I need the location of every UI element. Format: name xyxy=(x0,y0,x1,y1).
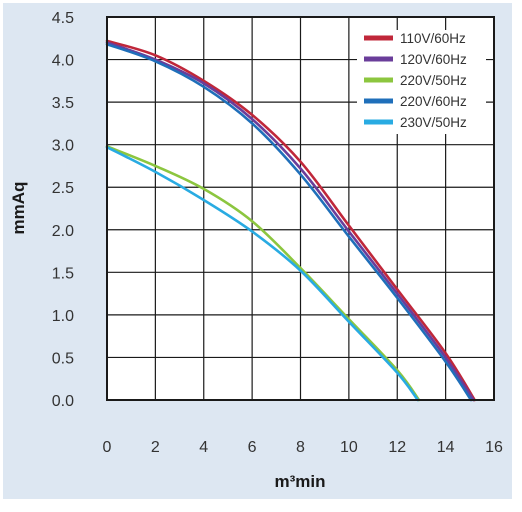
x-tick-label: 14 xyxy=(437,439,455,456)
series-lines xyxy=(105,39,476,402)
x-tick-label: 12 xyxy=(388,439,406,456)
x-tick-label: 4 xyxy=(199,439,208,456)
series-line-5 xyxy=(105,145,420,402)
x-axis-label: m³min xyxy=(275,472,326,491)
legend-label: 230V/50Hz xyxy=(400,115,467,130)
y-tick-label: 0.5 xyxy=(52,350,74,367)
y-tick-label: 1.0 xyxy=(52,308,74,325)
y-tick-label: 2.0 xyxy=(52,223,74,240)
x-tick-label: 8 xyxy=(296,439,305,456)
x-tick-labels: 0 2 4 6 8 10 12 14 16 xyxy=(103,439,503,456)
x-tick-label: 10 xyxy=(340,439,358,456)
y-axis-label: mmAq xyxy=(9,182,28,235)
y-tick-label: 0.0 xyxy=(52,393,74,410)
y-tick-label: 1.5 xyxy=(52,265,74,282)
legend-label: 220V/60Hz xyxy=(400,94,467,109)
series-line-1 xyxy=(105,39,476,402)
series-line-3 xyxy=(105,145,421,402)
y-tick-label: 4.5 xyxy=(52,10,74,27)
plot-frame xyxy=(106,16,495,401)
y-tick-label: 2.5 xyxy=(52,180,74,197)
y-tick-label: 4.0 xyxy=(52,53,74,70)
x-tick-label: 16 xyxy=(485,439,503,456)
legend-label: 220V/50Hz xyxy=(400,73,467,88)
y-tick-label: 3.5 xyxy=(52,95,74,112)
x-tick-label: 2 xyxy=(151,439,160,456)
series-line-4 xyxy=(105,42,473,402)
legend: 110V/60Hz 120V/60Hz 220V/50Hz 220V/60Hz 230V… xyxy=(357,30,486,134)
x-tick-label: 6 xyxy=(248,439,257,456)
y-tick-labels: 0.0 0.5 1.0 1.5 2.0 2.5 3.0 3.5 4.0 4.5 xyxy=(52,10,74,410)
y-tick-label: 3.0 xyxy=(52,138,74,155)
legend-label: 110V/60Hz xyxy=(400,31,466,46)
x-tick-label: 0 xyxy=(103,439,112,456)
series-line-2 xyxy=(105,41,475,402)
legend-label: 120V/60Hz xyxy=(400,52,467,67)
